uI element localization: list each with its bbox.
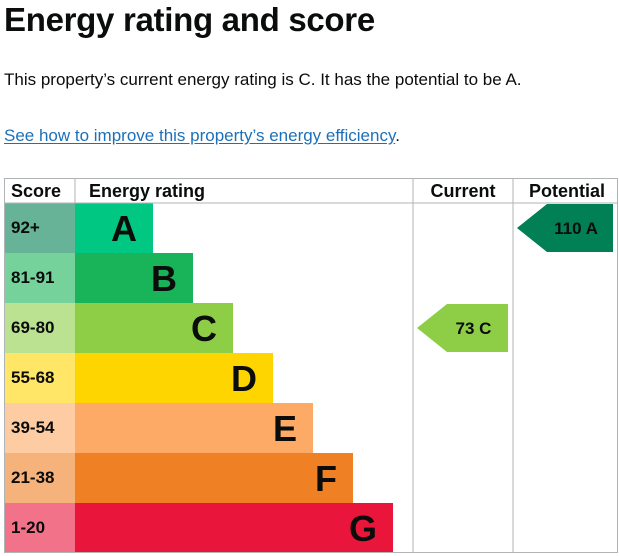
chart-border bbox=[4, 178, 618, 553]
rating-bar-g bbox=[75, 503, 393, 553]
rating-letter-d: D bbox=[231, 358, 257, 399]
score-cell-c bbox=[4, 303, 75, 353]
score-cell-e bbox=[4, 403, 75, 453]
score-label-d: 55-68 bbox=[11, 368, 54, 387]
current-header: Current bbox=[430, 181, 495, 201]
potential-header: Potential bbox=[529, 181, 605, 201]
rating-bar-d bbox=[75, 353, 273, 403]
score-cell-g bbox=[4, 503, 75, 553]
current-rating-arrow-label: 73 C bbox=[456, 319, 492, 338]
rating-letter-b: B bbox=[151, 258, 177, 299]
rating-bands: 92+ A 81-91 B 69-80 C 55-68 D 39-54 E 21-38 F 1-20 G bbox=[4, 203, 393, 553]
rating-bar-e bbox=[75, 403, 313, 453]
score-label-g: 1-20 bbox=[11, 518, 45, 537]
link-suffix: . bbox=[395, 126, 400, 145]
rating-letter-c: C bbox=[191, 308, 217, 349]
improve-efficiency-link[interactable]: See how to improve this property’s energ… bbox=[4, 126, 396, 145]
chart-grid bbox=[4, 178, 618, 553]
potential-rating-arrow-label: 110 A bbox=[554, 219, 598, 238]
chart-headers: Score Energy rating Current Potential bbox=[11, 181, 605, 201]
rating-letter-f: F bbox=[315, 458, 337, 499]
current-rating-arrow bbox=[417, 304, 508, 352]
score-cell-f bbox=[4, 453, 75, 503]
improve-link-line: See how to improve this property’s energ… bbox=[4, 124, 400, 148]
score-cell-b bbox=[4, 253, 75, 303]
rating-letter-e: E bbox=[273, 408, 297, 449]
rating-letter-g: G bbox=[349, 508, 377, 549]
score-label-b: 81-91 bbox=[11, 268, 54, 287]
rating-letter-a: A bbox=[111, 208, 137, 249]
potential-rating-arrow bbox=[517, 204, 613, 252]
page-title: Energy rating and score bbox=[4, 1, 375, 38]
score-header: Score bbox=[11, 181, 61, 201]
energy-rating-svg: 92+ A81-91 B69-80 C55-68 D39-54 E21-38 F1-20 G … bbox=[4, 178, 618, 553]
score-label-e: 39-54 bbox=[11, 418, 55, 437]
rating-bar-a bbox=[75, 203, 153, 253]
energy-rating-chart: 92+ A 81-91 B 69-80 C 55-68 D 39-54 E 21-38 F 1-20 G … bbox=[4, 178, 618, 554]
score-label-c: 69-80 bbox=[11, 318, 54, 337]
score-cell-d bbox=[4, 353, 75, 403]
energy-rating-header: Energy rating bbox=[89, 181, 205, 201]
score-label-f: 21-38 bbox=[11, 468, 54, 487]
rating-summary: This property’s current energy rating is… bbox=[4, 70, 522, 89]
rating-bar-b bbox=[75, 253, 193, 303]
score-label-a: 92+ bbox=[11, 218, 40, 237]
score-cell-a bbox=[4, 203, 75, 253]
rating-bar-c bbox=[75, 303, 233, 353]
rating-bar-f bbox=[75, 453, 353, 503]
rating-arrows: 73 C 110 A bbox=[417, 204, 613, 352]
